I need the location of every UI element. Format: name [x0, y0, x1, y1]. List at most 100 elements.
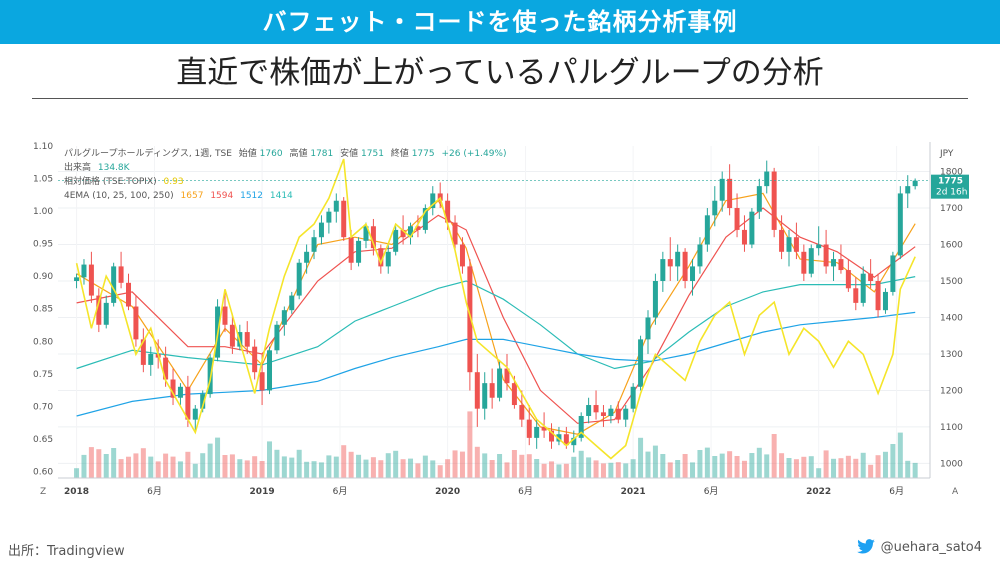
chart-background — [30, 142, 970, 502]
volume-bar — [786, 458, 792, 478]
volume-bar — [831, 458, 837, 478]
right-tick-label: 1700 — [940, 204, 963, 214]
candle-body — [630, 386, 636, 409]
volume-bar — [578, 450, 584, 478]
volume-bar — [645, 451, 651, 478]
volume-bar — [519, 454, 525, 478]
volume-bar — [252, 456, 258, 478]
candle-body — [741, 229, 747, 245]
candle-body — [252, 346, 258, 373]
candle-body — [808, 248, 814, 274]
candle-body — [771, 171, 777, 230]
volume-bar — [126, 456, 132, 478]
candle-body — [348, 237, 354, 263]
candle-body — [549, 430, 555, 442]
left-tick-label: 1.00 — [33, 207, 53, 217]
volume-bar — [690, 462, 696, 478]
left-tick-label: 0.95 — [33, 240, 53, 250]
candle-body — [185, 386, 191, 420]
legend-ema-25: 1594 — [210, 191, 233, 201]
volume-bar — [697, 450, 703, 478]
volume-bar — [838, 458, 844, 478]
volume-bar — [408, 458, 414, 478]
candle-body — [200, 394, 206, 409]
candle-body — [816, 244, 822, 249]
legend-line4: 4EMA (10, 25, 100, 250) 1657 1594 1512 1… — [64, 191, 293, 201]
volume-bar — [185, 451, 191, 478]
candle-body — [163, 357, 169, 380]
volume-bar — [727, 451, 733, 478]
author-handle: @uehara_sato4 — [880, 539, 982, 555]
right-tick-label: 1000 — [940, 459, 963, 469]
left-tick-label: 0.75 — [33, 370, 53, 380]
volume-bar — [882, 451, 888, 478]
volume-bar — [474, 446, 480, 478]
candle-body — [526, 419, 532, 438]
candle-body — [452, 222, 458, 245]
candle-body — [304, 251, 310, 263]
volume-bar — [823, 450, 829, 478]
volume-bar — [600, 463, 606, 478]
candle-body — [222, 306, 228, 325]
volume-bar — [445, 459, 451, 478]
candle-body — [96, 295, 102, 325]
volume-bar — [192, 463, 198, 478]
candle-body — [578, 415, 584, 438]
candle-body — [912, 180, 918, 187]
volume-bar — [563, 463, 569, 478]
volume-bar — [853, 458, 859, 478]
volume-bar — [734, 456, 740, 478]
volume-bar — [341, 445, 347, 478]
candle-body — [459, 244, 465, 267]
x-tick-label: 2018 — [64, 487, 89, 497]
candle-body — [482, 383, 488, 409]
candle-body — [823, 244, 829, 267]
volume-bar — [504, 462, 510, 478]
volume-bar — [267, 441, 273, 478]
candle-body — [882, 291, 888, 311]
volume-bar — [400, 459, 406, 478]
candle-body — [853, 288, 859, 303]
volume-bar — [623, 463, 629, 478]
legend-change: +26 (+1.49%) — [441, 149, 506, 159]
volume-bar — [200, 453, 206, 478]
volume-bar — [370, 457, 376, 478]
candle-body — [801, 251, 807, 274]
candle-body — [192, 408, 198, 420]
candle-body — [126, 282, 132, 307]
left-tick-label: 0.65 — [33, 435, 53, 445]
left-tick-label: 0.70 — [33, 402, 53, 412]
volume-bar — [304, 461, 310, 478]
volume-bar — [467, 411, 473, 478]
candle-body — [111, 266, 117, 303]
candle-body — [474, 372, 480, 409]
x-tick-label: 6月 — [518, 486, 533, 497]
volume-bar — [437, 465, 443, 478]
candle-body — [467, 266, 473, 373]
volume-bar — [816, 468, 822, 478]
volume-bar — [326, 455, 332, 478]
right-tick-label: 1800 — [940, 168, 963, 178]
volume-bar — [660, 454, 666, 478]
volume-bar — [385, 453, 391, 478]
candle-body — [786, 237, 792, 252]
volume-bar — [845, 455, 851, 478]
volume-bar — [259, 461, 265, 478]
candle-body — [697, 244, 703, 267]
candle-body — [400, 229, 406, 238]
candle-body — [103, 302, 109, 325]
candle-body — [133, 306, 139, 340]
last-price-box — [931, 174, 969, 199]
candle-body — [504, 368, 510, 384]
volume-bar — [541, 463, 547, 478]
currency-label: JPY — [939, 149, 954, 159]
candle-body — [660, 259, 666, 281]
candle-body — [727, 178, 733, 209]
volume-bar — [348, 451, 354, 478]
candle-body — [890, 255, 896, 292]
legend-ema-250: 1414 — [270, 191, 293, 201]
candle-body — [831, 259, 837, 267]
volume-bar — [638, 437, 644, 478]
candle-body — [430, 193, 436, 209]
candle-body — [81, 264, 87, 278]
